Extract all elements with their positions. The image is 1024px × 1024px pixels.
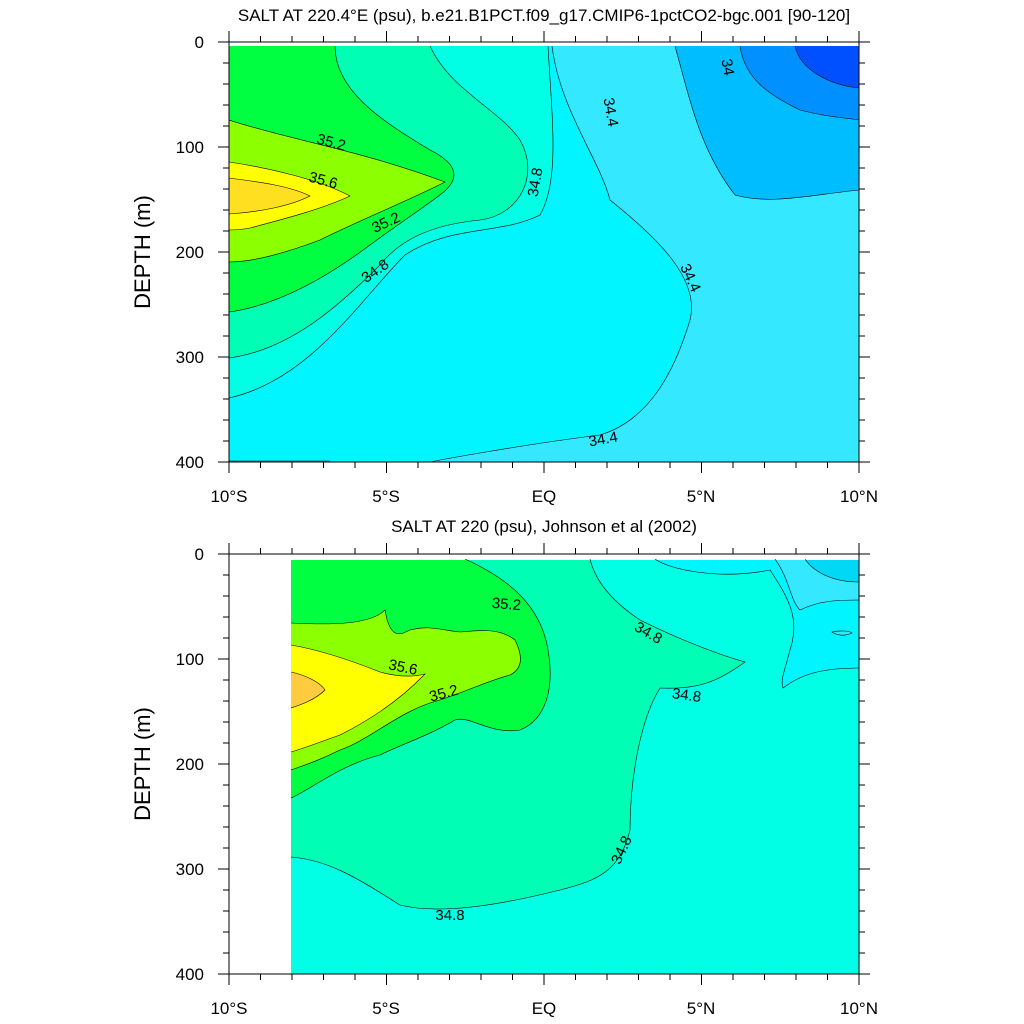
panel-2-x-tick-labels: 10°S 5°S EQ 5°N 10°N bbox=[210, 999, 878, 1018]
p1-ytick-300: 300 bbox=[176, 348, 204, 367]
p2-top-gap bbox=[291, 559, 859, 560]
p2-xtick-10n: 10°N bbox=[840, 999, 878, 1018]
p1-line-34-8 bbox=[229, 45, 554, 399]
p1-xtick-eq: EQ bbox=[532, 487, 557, 506]
p1-line-33-8 bbox=[794, 45, 859, 89]
panel-2: SALT AT 220 (psu), Johnson et al (2002) bbox=[130, 517, 878, 1018]
p1-label-34-4-c: 34.4 bbox=[587, 429, 619, 451]
panel-1-contour-lines bbox=[229, 45, 859, 462]
p2-label-34-8-b: 34.8 bbox=[671, 685, 702, 706]
p2-line-35-4 bbox=[291, 609, 521, 771]
panel-1: SALT AT 220.4°E (psu), b.e21.B1PCT.f09_g… bbox=[130, 6, 878, 506]
p2-line-35-0 bbox=[291, 559, 746, 910]
p2-ytick-200: 200 bbox=[176, 755, 204, 774]
p1-xtick-10n: 10°N bbox=[840, 487, 878, 506]
panel-2-contour-fill bbox=[291, 559, 859, 974]
panel-2-title: SALT AT 220 (psu), Johnson et al (2002) bbox=[391, 517, 697, 536]
p1-xtick-5s: 5°S bbox=[372, 487, 400, 506]
p1-line-35-6 bbox=[229, 161, 351, 231]
p2-line-34-6 bbox=[654, 559, 859, 689]
panel-1-ticks bbox=[218, 31, 870, 473]
p2-label-35-6: 35.6 bbox=[387, 656, 419, 679]
panel-1-contour-labels: 35.2 35.6 35.2 34.8 34.8 34.4 34.4 34.4 … bbox=[307, 58, 737, 451]
p1-label-34-8-b: 34.8 bbox=[525, 166, 547, 198]
p1-top-gap bbox=[229, 42, 859, 46]
p2-fill-34-2 bbox=[805, 559, 859, 582]
panel-1-y-tick-labels: 0 100 200 300 400 bbox=[176, 33, 204, 472]
p1-line-35-4 bbox=[229, 119, 446, 263]
p2-line-34-2 bbox=[804, 559, 859, 583]
p1-xtick-5n: 5°N bbox=[687, 487, 716, 506]
panel-1-ylabel: DEPTH (m) bbox=[130, 195, 155, 309]
panel-2-ticks bbox=[218, 543, 870, 985]
p1-label-35-6: 35.6 bbox=[307, 169, 340, 193]
p1-line-34-2 bbox=[674, 45, 859, 200]
p2-fill-34-4-b bbox=[832, 630, 852, 636]
p1-label-34-4-a: 34.4 bbox=[600, 96, 622, 128]
panel-1-title: SALT AT 220.4°E (psu), b.e21.B1PCT.f09_g… bbox=[238, 6, 850, 25]
p1-fill-35-8 bbox=[229, 178, 310, 214]
p2-xtick-5s: 5°S bbox=[372, 999, 400, 1018]
panel-2-y-tick-labels: 0 100 200 300 400 bbox=[176, 545, 204, 984]
p2-line-35-8 bbox=[291, 671, 326, 709]
p2-ytick-100: 100 bbox=[176, 650, 204, 669]
p2-label-35-2-a: 35.2 bbox=[491, 595, 522, 614]
p2-fill-35-6 bbox=[291, 645, 425, 752]
panel-2-contour-lines bbox=[291, 559, 859, 910]
p2-xtick-10s: 10°S bbox=[210, 999, 247, 1018]
p2-xtick-5n: 5°N bbox=[687, 999, 716, 1018]
p1-line-34-0 bbox=[739, 45, 859, 121]
p1-line-34-4 bbox=[429, 45, 692, 462]
p2-xtick-eq: EQ bbox=[532, 999, 557, 1018]
p1-ytick-100: 100 bbox=[176, 138, 204, 157]
p1-line-35-0 bbox=[229, 45, 529, 359]
panel-1-x-tick-labels: 10°S 5°S EQ 5°N 10°N bbox=[210, 487, 878, 506]
p2-ytick-400: 400 bbox=[176, 965, 204, 984]
p2-line-35-2 bbox=[291, 559, 551, 799]
p2-line-35-6 bbox=[291, 644, 426, 753]
p2-line-34-4-b bbox=[831, 630, 853, 636]
p1-ytick-0: 0 bbox=[195, 33, 204, 52]
p1-xtick-10s: 10°S bbox=[210, 487, 247, 506]
p1-line-35-8 bbox=[229, 177, 311, 215]
p1-label-34-0: 34 bbox=[718, 58, 738, 77]
panel-1-contour-fill bbox=[229, 42, 859, 462]
p1-fill-33-8 bbox=[795, 46, 859, 88]
p1-label-35-2-a: 35.2 bbox=[315, 131, 348, 155]
p1-ytick-400: 400 bbox=[176, 453, 204, 472]
p2-line-34-4 bbox=[774, 559, 859, 611]
p2-label-35-2-b: 35.2 bbox=[428, 682, 461, 706]
p2-fill-35-8 bbox=[291, 672, 325, 708]
p1-ytick-200: 200 bbox=[176, 243, 204, 262]
p2-ytick-300: 300 bbox=[176, 860, 204, 879]
p2-ytick-0: 0 bbox=[195, 545, 204, 564]
panel-2-ylabel: DEPTH (m) bbox=[130, 707, 155, 821]
p1-line-35-2 bbox=[229, 45, 455, 313]
p2-label-34-8-d: 34.8 bbox=[435, 907, 464, 924]
